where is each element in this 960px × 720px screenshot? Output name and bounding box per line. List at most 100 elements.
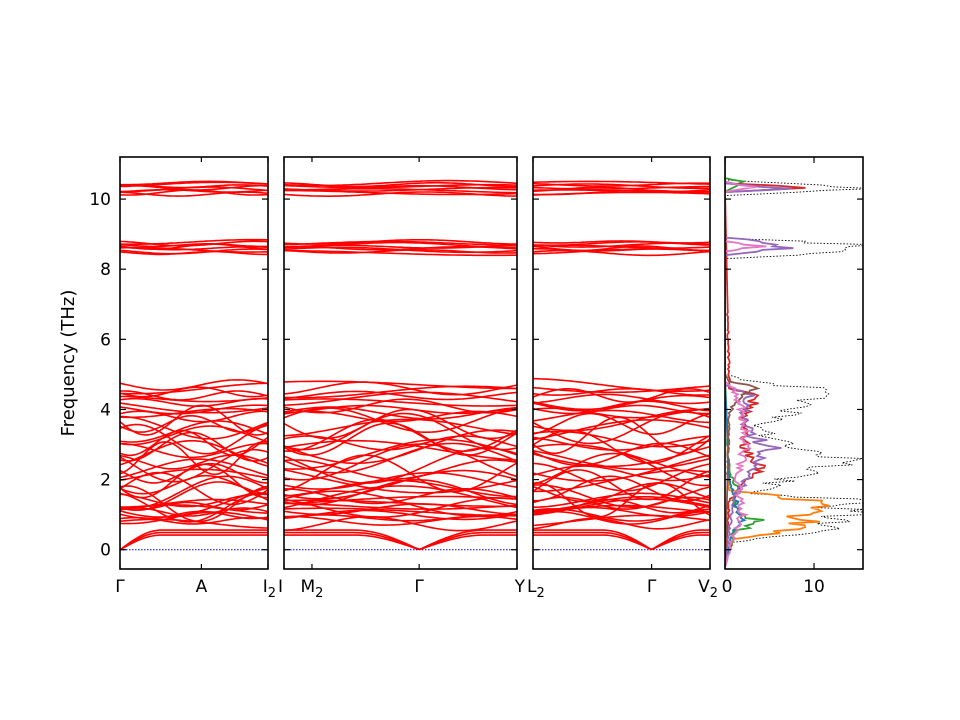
dos-partial-curve xyxy=(725,157,794,568)
x-tick-label: A xyxy=(196,577,208,597)
band-line xyxy=(284,407,517,433)
band-lines xyxy=(533,180,710,551)
panel-frame xyxy=(532,156,711,570)
band-line xyxy=(120,243,268,248)
dos-partial-curve xyxy=(725,157,747,568)
band-line xyxy=(120,404,268,436)
band-line xyxy=(120,180,268,186)
band-line xyxy=(284,390,517,401)
band-line xyxy=(284,398,517,407)
band-line xyxy=(533,419,710,441)
band-line xyxy=(120,501,268,511)
panel-frame xyxy=(119,156,269,570)
band-line xyxy=(284,515,517,526)
band-line xyxy=(120,448,268,483)
dos-partial-curve xyxy=(725,157,761,568)
dos-partial-curve xyxy=(725,157,767,568)
dos-partial-curve xyxy=(725,157,806,568)
y-tick-label: 4 xyxy=(100,400,111,420)
band-line xyxy=(284,488,517,505)
band-line xyxy=(120,458,268,479)
band-line xyxy=(120,238,268,245)
band-line xyxy=(284,469,517,500)
band-line xyxy=(284,412,517,451)
band-line xyxy=(533,492,710,509)
band-line xyxy=(284,507,517,517)
band-line xyxy=(284,381,517,396)
band-line xyxy=(284,469,517,494)
dos-total-curve xyxy=(725,157,863,568)
band-line xyxy=(284,479,517,498)
band-line xyxy=(284,240,517,247)
dos-curves xyxy=(725,157,863,568)
band-line xyxy=(120,379,268,391)
x-tick-label: Γ xyxy=(414,577,424,597)
band-line xyxy=(533,400,710,412)
band-line xyxy=(284,429,517,465)
band-line xyxy=(533,504,710,513)
band-line xyxy=(533,393,710,405)
band-line xyxy=(533,416,710,455)
band-panel-3: L2 Γ V2 xyxy=(527,156,718,601)
band-line xyxy=(284,380,517,390)
band-line xyxy=(284,418,517,437)
band-line xyxy=(120,510,268,520)
band-line xyxy=(533,394,710,411)
band-line xyxy=(120,420,268,443)
band-lines xyxy=(120,180,268,551)
band-line xyxy=(284,531,517,551)
band-line xyxy=(533,240,710,244)
dos-x-tick-label: 10 xyxy=(803,577,825,597)
y-tick-label: 2 xyxy=(100,471,111,491)
band-line xyxy=(284,179,517,187)
band-line xyxy=(533,496,710,510)
x-tick-label: I2 xyxy=(263,577,276,601)
band-line xyxy=(284,439,517,461)
band-line xyxy=(284,503,517,516)
y-tick-label: 8 xyxy=(100,260,111,280)
band-line xyxy=(120,518,268,529)
band-line xyxy=(120,531,268,551)
x-tick-label: I xyxy=(278,577,283,597)
band-line xyxy=(120,240,268,247)
band-line xyxy=(533,435,710,451)
band-line xyxy=(533,409,710,424)
band-line xyxy=(284,495,517,505)
band-line xyxy=(120,386,268,398)
band-line xyxy=(284,249,517,257)
x-tick-label: Γ xyxy=(115,577,125,597)
band-line xyxy=(284,529,517,551)
band-lines xyxy=(284,179,517,551)
band-panel-1: 0 2 4 6 8 10 Γ A I2 xyxy=(89,156,276,601)
band-panel-2: I M2 Γ Y xyxy=(278,156,526,601)
x-tick-label: Γ xyxy=(647,577,657,597)
band-line xyxy=(120,463,268,499)
panel-frame xyxy=(283,156,518,570)
band-line xyxy=(120,425,268,446)
band-line xyxy=(533,430,710,448)
band-line xyxy=(284,391,517,406)
x-tick-label: Y xyxy=(514,577,526,597)
band-line xyxy=(284,502,517,511)
band-line xyxy=(120,431,268,462)
band-line xyxy=(120,382,268,395)
band-line xyxy=(120,395,268,403)
band-line xyxy=(120,429,268,457)
band-line xyxy=(284,239,517,245)
band-line xyxy=(284,418,517,453)
band-line xyxy=(284,443,517,481)
band-line xyxy=(120,439,268,467)
band-line xyxy=(284,398,517,414)
band-line xyxy=(120,507,268,517)
band-line xyxy=(120,454,268,470)
band-line xyxy=(533,388,710,396)
dos-frame xyxy=(724,156,864,570)
band-line xyxy=(533,377,710,392)
band-line xyxy=(533,462,710,492)
band-line xyxy=(120,462,268,484)
band-line xyxy=(284,184,517,191)
band-line xyxy=(120,498,268,508)
dos-partial-curve xyxy=(725,157,765,568)
band-line xyxy=(533,484,710,508)
band-line xyxy=(533,534,710,551)
